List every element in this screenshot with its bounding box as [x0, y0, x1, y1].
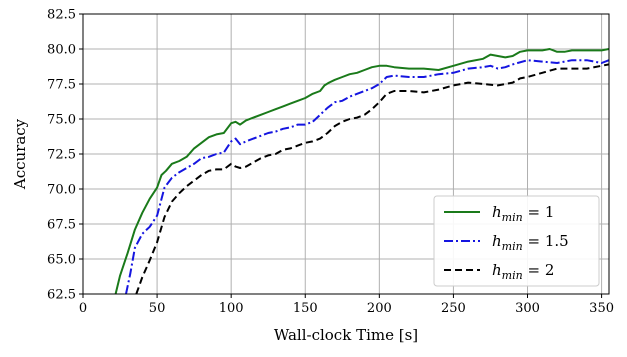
series-line: [135, 63, 609, 294]
legend: hmin = 1 hmin = 1.5 hmin = 2: [433, 195, 600, 287]
y-tick-label: 77.5: [47, 78, 76, 93]
y-tick-label: 67.5: [47, 218, 76, 233]
series-line: [125, 59, 609, 294]
y-tick-label: 70.0: [47, 183, 76, 198]
x-tick-label: 150: [293, 301, 318, 316]
x-axis-label: Wall-clock Time [s]: [274, 326, 418, 344]
legend-label: hmin = 2: [492, 261, 554, 282]
x-tick-label: 300: [515, 301, 540, 316]
x-tick-label: 0: [79, 301, 87, 316]
y-axis-label: Accuracy: [11, 118, 29, 190]
series-line: [114, 48, 609, 294]
y-tick-label: 75.0: [47, 113, 76, 128]
ticks: 0 50 100 150 200 250 300 350 62.5 65.0 67.5 70.0 72.…: [47, 8, 614, 317]
x-tick-label: 100: [219, 301, 244, 316]
legend-box: [433, 195, 600, 287]
series-group: [114, 48, 609, 294]
x-tick-label: 50: [149, 301, 166, 316]
legend-label: hmin = 1.5: [492, 232, 569, 253]
y-tick-label: 62.5: [47, 288, 76, 303]
y-tick-label: 72.5: [47, 148, 76, 163]
y-tick-label: 82.5: [47, 8, 76, 23]
y-tick-label: 65.0: [47, 253, 76, 268]
x-tick-label: 200: [367, 301, 392, 316]
y-tick-label: 80.0: [47, 43, 76, 58]
x-tick-label: 350: [589, 301, 614, 316]
x-tick-label: 250: [441, 301, 466, 316]
legend-label: hmin = 1: [492, 203, 554, 224]
